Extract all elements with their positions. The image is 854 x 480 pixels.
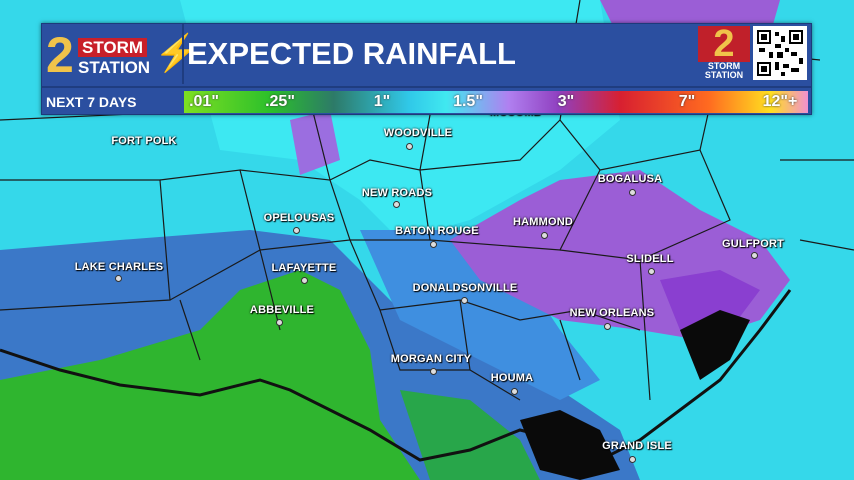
city-dot xyxy=(430,241,437,248)
channel-2-logo: 2 STORM STATION xyxy=(698,25,750,82)
city-dot xyxy=(301,277,308,284)
rainfall-color-scale: .01" .25" 1" 1.5" 3" 7" 12"+ xyxy=(184,91,808,113)
scale-tick: 1" xyxy=(373,93,391,110)
page-title: EXPECTED RAINFALL xyxy=(182,24,701,84)
city-dot xyxy=(293,227,300,234)
scale-tick: 1.5" xyxy=(453,93,483,110)
coastline xyxy=(0,289,792,462)
city-dot xyxy=(406,143,413,150)
city-dot xyxy=(511,388,518,395)
city-dot xyxy=(393,201,400,208)
city-dot xyxy=(115,275,122,282)
title-banner: 2 STORM STATION ⚡ EXPECTED RAINFALL 2 ST… xyxy=(41,23,812,115)
delta-marsh xyxy=(520,310,750,480)
storm-station-logo: 2 STORM STATION ⚡ xyxy=(46,27,199,83)
city-dot xyxy=(604,323,611,330)
city-dot xyxy=(648,268,655,275)
scale-tick: .01" xyxy=(189,93,219,110)
scale-tick: 7" xyxy=(678,93,696,110)
blue-rain-region-east xyxy=(360,230,600,400)
city-dot xyxy=(751,252,758,259)
scale-tick: 3" xyxy=(557,93,575,110)
city-dot xyxy=(541,232,548,239)
city-dot xyxy=(430,368,437,375)
scale-tick: 12"+ xyxy=(762,93,798,110)
city-dot xyxy=(629,456,636,463)
forecast-period: NEXT 7 DAYS xyxy=(46,94,137,110)
green-rain-region xyxy=(0,270,420,480)
qr-code[interactable] xyxy=(753,26,807,80)
scale-tick: .25" xyxy=(265,93,295,110)
qr-code-icon xyxy=(757,30,803,76)
city-dot xyxy=(276,319,283,326)
lightning-bolt-icon: ⚡ xyxy=(154,32,199,73)
purple-rain-fl xyxy=(290,110,340,175)
legend-bar: NEXT 7 DAYS .01" .25" 1" 1.5" 3" 7" 12"+ xyxy=(42,86,811,116)
city-dot xyxy=(629,189,636,196)
city-dot xyxy=(461,297,468,304)
